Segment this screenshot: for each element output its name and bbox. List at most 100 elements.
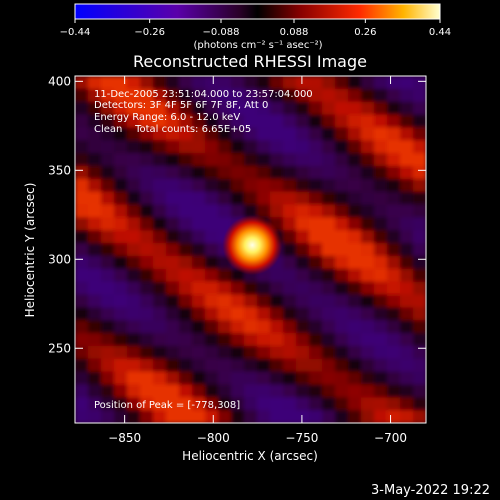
heatmap-cell bbox=[114, 255, 128, 270]
heatmap-cell bbox=[322, 191, 336, 206]
heatmap-cell bbox=[179, 358, 193, 373]
heatmap-cell bbox=[205, 345, 219, 360]
heatmap-cell bbox=[153, 204, 167, 218]
heatmap-cell bbox=[192, 384, 206, 398]
heatmap-cell bbox=[244, 165, 258, 180]
annotation-block: 11-Dec-2005 23:51:04.000 to 23:57:04.000… bbox=[94, 89, 313, 411]
heatmap-cell bbox=[153, 178, 167, 193]
heatmap-cell bbox=[88, 243, 102, 257]
heatmap-cell bbox=[166, 165, 180, 180]
heatmap-cell bbox=[101, 307, 115, 321]
heatmap-cell bbox=[309, 230, 323, 244]
heatmap-cell bbox=[374, 307, 388, 321]
heatmap-cell bbox=[231, 294, 245, 308]
heatmap-cell bbox=[140, 371, 154, 386]
heatmap-cell bbox=[361, 88, 375, 103]
heatmap-cell bbox=[387, 153, 401, 167]
heatmap-cell bbox=[374, 153, 388, 167]
heatmap-cell bbox=[192, 397, 206, 411]
heatmap-cell bbox=[322, 281, 336, 296]
heatmap-cell bbox=[127, 191, 141, 206]
heatmap-cell bbox=[361, 320, 375, 334]
heatmap-cell bbox=[322, 345, 336, 360]
heatmap-cell bbox=[192, 230, 206, 244]
heatmap-cell bbox=[101, 114, 115, 129]
heatmap-cell bbox=[153, 140, 167, 154]
heatmap-cell bbox=[153, 397, 167, 411]
heatmap-cell bbox=[140, 307, 154, 321]
heatmap-cell bbox=[88, 397, 102, 411]
heatmap-cell bbox=[114, 191, 128, 206]
heatmap-cell bbox=[335, 217, 349, 231]
heatmap-cell bbox=[361, 397, 375, 411]
detectors-info: Detectors: 3F 4F 5F 6F 7F 8F, Att 0 bbox=[94, 100, 268, 111]
heatmap-cell bbox=[127, 204, 141, 218]
heatmap-cell bbox=[140, 320, 154, 334]
heatmap-cell bbox=[322, 140, 336, 154]
heatmap-cell bbox=[127, 243, 141, 257]
heatmap-cell bbox=[192, 165, 206, 180]
heatmap-cell bbox=[140, 204, 154, 218]
heatmap-cell bbox=[114, 178, 128, 193]
heatmap-cell bbox=[348, 307, 362, 321]
heatmap-cell bbox=[153, 191, 167, 206]
heatmap-cell bbox=[75, 127, 89, 141]
heatmap-cell bbox=[257, 178, 271, 193]
heatmap-cell bbox=[166, 358, 180, 373]
heatmap-cell bbox=[309, 410, 323, 423]
heatmap-cell bbox=[140, 153, 154, 167]
heatmap-cell bbox=[335, 140, 349, 154]
heatmap-cell bbox=[127, 371, 141, 386]
heatmap-cell bbox=[335, 320, 349, 334]
heatmap-cell bbox=[374, 127, 388, 141]
heatmap-cell bbox=[335, 243, 349, 257]
heatmap-cell bbox=[335, 230, 349, 244]
heatmap-cell bbox=[309, 358, 323, 373]
heatmap-cell bbox=[192, 255, 206, 270]
heatmap-cell bbox=[400, 268, 414, 283]
heatmap-cell bbox=[387, 371, 401, 386]
heatmap-cell bbox=[218, 268, 232, 283]
heatmap-cell bbox=[361, 358, 375, 373]
heatmap-cell bbox=[244, 307, 258, 321]
heatmap-cell bbox=[296, 88, 310, 103]
heatmap-cell bbox=[218, 307, 232, 321]
heatmap-cell bbox=[218, 140, 232, 154]
heatmap-cell bbox=[218, 76, 232, 90]
heatmap-cell bbox=[322, 333, 336, 347]
heatmap-cell bbox=[309, 384, 323, 398]
heatmap-cell bbox=[218, 294, 232, 308]
heatmap-cell bbox=[114, 294, 128, 308]
heatmap-cell bbox=[75, 76, 89, 90]
heatmap-cell bbox=[166, 204, 180, 218]
heatmap-cell bbox=[400, 204, 414, 218]
colorbar-tick-label: −0.44 bbox=[60, 27, 91, 38]
peak-position: Position of Peak = [-778,308] bbox=[94, 400, 240, 411]
heatmap-cell bbox=[179, 281, 193, 296]
heatmap-cell bbox=[283, 255, 297, 270]
heatmap-cell bbox=[166, 255, 180, 270]
heatmap-cell bbox=[127, 88, 141, 103]
clean-total-counts: Clean Total counts: 6.65E+05 bbox=[94, 124, 251, 135]
heatmap-cell bbox=[101, 127, 115, 141]
heatmap-cell bbox=[127, 127, 141, 141]
y-axis-label: Heliocentric Y (arcsec) bbox=[23, 183, 37, 318]
heatmap-cell bbox=[348, 384, 362, 398]
heatmap-cell bbox=[335, 307, 349, 321]
heatmap-cell bbox=[387, 140, 401, 154]
heatmap-cell bbox=[192, 76, 206, 90]
heatmap-cell bbox=[270, 333, 284, 347]
heatmap-cell bbox=[166, 230, 180, 244]
heatmap-cell bbox=[283, 76, 297, 90]
heatmap-cell bbox=[348, 178, 362, 193]
heatmap-cell bbox=[127, 384, 141, 398]
heatmap-cell bbox=[192, 101, 206, 116]
heatmap-cell bbox=[88, 345, 102, 360]
heatmap-cell bbox=[296, 307, 310, 321]
heatmap-cell bbox=[101, 320, 115, 334]
heatmap-cell bbox=[75, 140, 89, 154]
heatmap-cell bbox=[101, 358, 115, 373]
heatmap-cell bbox=[166, 217, 180, 231]
heatmap-cell bbox=[127, 165, 141, 180]
y-tick-label: 400 bbox=[48, 74, 71, 88]
